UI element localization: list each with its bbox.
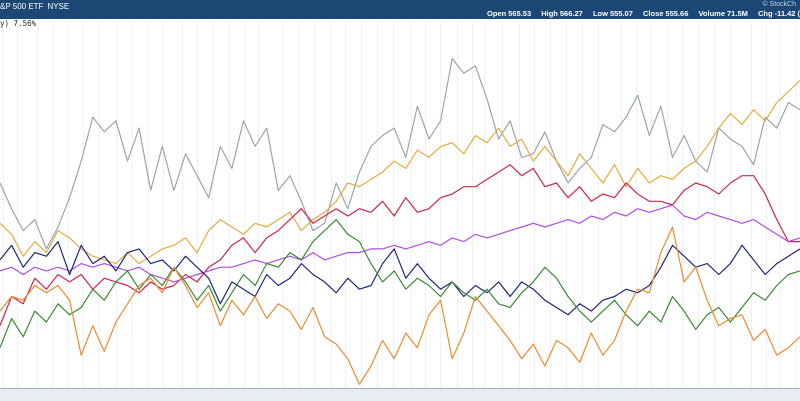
performance-label: y) 7.56% xyxy=(0,19,37,28)
series-line-purple xyxy=(0,204,800,283)
chart-header: &P 500 ETF NYSE © StockCh Open 565.53 High… xyxy=(0,0,800,19)
low-label: Low xyxy=(592,9,608,18)
chart-title: &P 500 ETF NYSE xyxy=(0,0,69,16)
change-value: -11.42 ( xyxy=(774,9,800,18)
series-line-green xyxy=(0,219,800,348)
series-line-orange xyxy=(0,226,800,385)
x-axis-bar xyxy=(0,388,800,401)
open-label: Open xyxy=(487,9,507,18)
close-value: 555.66 xyxy=(665,9,689,18)
low-value: 555.07 xyxy=(609,9,633,18)
volume-label: Volume xyxy=(698,9,726,18)
ticker-name: &P 500 ETF xyxy=(0,2,44,11)
close-label: Close xyxy=(642,9,664,18)
change-label: Chg xyxy=(757,9,773,18)
volume-value: 71.5M xyxy=(727,9,748,18)
quote-summary: Open 565.53 High 566.27 Low 555.07 Close 555… xyxy=(479,4,800,23)
exchange-label: NYSE xyxy=(47,2,70,11)
open-value: 565.53 xyxy=(508,9,532,18)
high-value: 566.27 xyxy=(559,9,583,18)
series-line-gray xyxy=(0,57,800,250)
series-line-gold xyxy=(0,80,800,265)
series-line-navy xyxy=(0,241,800,316)
high-label: High xyxy=(541,9,558,18)
series-line-red xyxy=(0,164,800,327)
stockcharts-watermark: © StockCh xyxy=(762,1,796,8)
